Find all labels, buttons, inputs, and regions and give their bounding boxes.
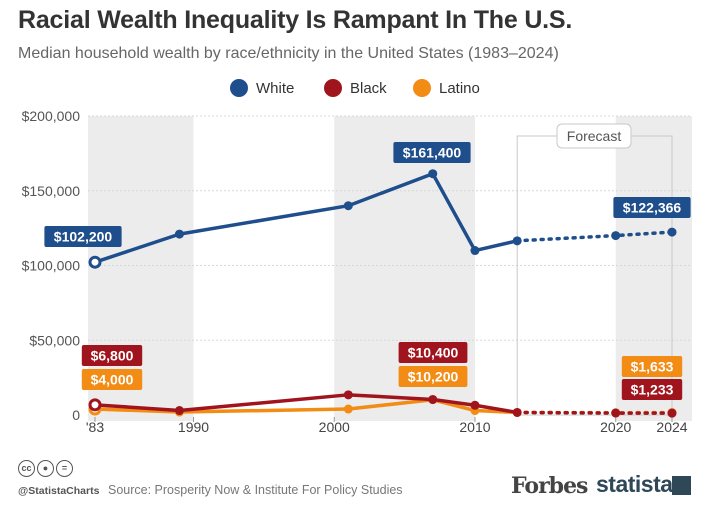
data-label-black: $6,800 — [81, 345, 143, 366]
data-label-white: $161,400 — [393, 142, 471, 163]
svg-text:$4,000: $4,000 — [91, 372, 134, 388]
svg-text:$10,200: $10,200 — [408, 369, 459, 385]
chart-title: Racial Wealth Inequality Is Rampant In T… — [18, 6, 573, 34]
svg-text:$161,400: $161,400 — [403, 145, 462, 161]
data-point-black — [88, 398, 102, 412]
y-tick-label: 0 — [72, 407, 80, 423]
nd-icon: = — [56, 460, 73, 477]
svg-text:$10,400: $10,400 — [408, 345, 459, 361]
y-tick-label: $150,000 — [22, 183, 81, 199]
legend-swatch-white — [230, 79, 248, 97]
forecast-label-box — [556, 123, 632, 149]
data-point-white — [512, 236, 522, 246]
data-label-white: $102,200 — [44, 226, 122, 247]
forbes-logo: Forbes — [511, 473, 588, 499]
legend-swatch-latino — [413, 79, 431, 97]
data-point-white — [343, 201, 353, 211]
legend-item-black: Black — [324, 79, 387, 97]
x-tick-label: 2000 — [319, 419, 350, 435]
data-point-black — [470, 400, 480, 410]
license-icons: cc ● = — [18, 460, 73, 477]
data-label-latino: $1,633 — [621, 356, 683, 377]
statista-logo: statista — [596, 471, 673, 497]
x-tick-label: '83 — [86, 419, 104, 435]
data-point-black — [512, 407, 522, 417]
svg-text:$122,366: $122,366 — [623, 200, 682, 216]
legend-swatch-black — [324, 79, 342, 97]
data-label-black: $1,233 — [621, 379, 683, 400]
legend: White Black Latino — [0, 79, 711, 101]
data-point-black — [343, 390, 353, 400]
legend-item-latino: Latino — [413, 79, 480, 97]
x-tick-label: 2020 — [600, 419, 631, 435]
x-tick-label: 1990 — [178, 419, 209, 435]
series-line-black — [94, 393, 518, 415]
x-tick-label: 2024 — [656, 419, 687, 435]
forecast-label: Forecast — [567, 128, 622, 144]
svg-text:$102,200: $102,200 — [54, 229, 113, 245]
data-point-black — [174, 406, 184, 416]
footer: cc ● = @StatistaCharts Source: Prosperit… — [0, 458, 711, 506]
y-tick-label: $100,000 — [22, 258, 81, 274]
legend-item-white: White — [230, 79, 294, 97]
data-point-white — [667, 227, 677, 237]
statista-handle: @StatistaCharts — [18, 485, 100, 497]
legend-label-latino: Latino — [439, 79, 480, 97]
svg-text:$6,800: $6,800 — [91, 348, 134, 364]
data-label-white: $122,366 — [613, 197, 691, 218]
data-point-white — [88, 255, 102, 269]
series-forecast-line-black — [515, 410, 674, 415]
series-line-white — [94, 171, 518, 264]
data-point-latino — [343, 404, 353, 414]
source-text: Source: Prosperity Now & Institute For P… — [108, 483, 403, 497]
cc-icon: cc — [18, 460, 35, 477]
data-point-black — [611, 408, 621, 418]
data-point-white — [611, 231, 621, 241]
data-label-latino: $4,000 — [81, 369, 143, 390]
data-point-white — [428, 169, 438, 179]
data-point-white — [470, 246, 480, 256]
legend-label-black: Black — [350, 79, 387, 97]
y-tick-label: $50,000 — [29, 332, 80, 348]
x-tick-label: 2010 — [459, 419, 490, 435]
data-label-black: $10,400 — [398, 342, 468, 363]
series-line-latino — [94, 398, 518, 415]
by-icon: ● — [37, 460, 54, 477]
svg-text:$1,633: $1,633 — [631, 359, 674, 375]
legend-label-white: White — [256, 79, 295, 97]
data-point-black — [428, 394, 438, 404]
y-tick-label: $200,000 — [22, 108, 81, 124]
line-chart: 0 $50,000 $100,000 $150,000 $200,000 Forecast… — [22, 108, 692, 435]
data-point-black — [667, 408, 677, 418]
data-label-latino: $10,200 — [398, 366, 468, 387]
data-point-white — [174, 229, 184, 239]
chart-subtitle: Median household wealth by race/ethnicit… — [18, 45, 559, 62]
svg-text:$1,233: $1,233 — [631, 382, 674, 398]
statista-logo-mark — [672, 476, 691, 495]
